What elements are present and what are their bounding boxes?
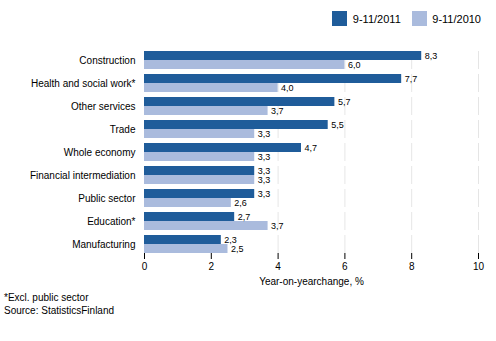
html-text:9-11/2011: 9-11/2011 — [352, 12, 401, 25]
svg-text:Financial intermediation: Financial intermediation — [30, 169, 136, 180]
html-text:Source: StatisticsFinland: Source: StatisticsFinland — [4, 304, 115, 316]
svg-text:4: 4 — [275, 260, 281, 271]
svg-text:Trade: Trade — [110, 123, 136, 134]
svg-text:6,0: 6,0 — [348, 59, 361, 69]
svg-text:3,3: 3,3 — [258, 174, 271, 184]
svg-text:5,7: 5,7 — [338, 96, 351, 106]
svg-text:5,5: 5,5 — [331, 119, 344, 129]
svg-text:2,5: 2,5 — [231, 243, 244, 253]
svg-text:8,3: 8,3 — [425, 50, 438, 60]
svg-text:4,0: 4,0 — [281, 82, 294, 92]
svg-text:Health and social work*: Health and social work* — [31, 77, 136, 88]
svg-text:2,3: 2,3 — [224, 234, 237, 245]
svg-text:Education*: Education* — [87, 215, 135, 226]
svg-text:3,7: 3,7 — [271, 105, 284, 115]
svg-text:10: 10 — [473, 260, 485, 271]
svg-text:Construction: Construction — [79, 54, 135, 65]
html-text:9-11/2010: 9-11/2010 — [432, 12, 481, 25]
svg-text:Whole economy: Whole economy — [64, 146, 136, 157]
svg-text:4,7: 4,7 — [304, 142, 317, 152]
svg-text:3,3: 3,3 — [258, 128, 271, 138]
svg-text:2,7: 2,7 — [238, 211, 251, 221]
svg-text:6: 6 — [342, 260, 348, 271]
svg-text:3,3: 3,3 — [257, 165, 271, 176]
svg-text:2: 2 — [209, 260, 215, 271]
svg-text:Public sector: Public sector — [78, 192, 136, 203]
svg-text:3,3: 3,3 — [258, 151, 271, 161]
svg-text:3,3: 3,3 — [258, 188, 271, 198]
svg-text:Other services: Other services — [71, 100, 135, 111]
svg-text:Year-on-yearchange, %: Year-on-yearchange, % — [259, 275, 364, 286]
svg-text:2,6: 2,6 — [234, 197, 247, 207]
svg-text:7,7: 7,7 — [405, 73, 418, 83]
svg-text:3,7: 3,7 — [271, 220, 284, 230]
svg-text:8: 8 — [409, 260, 415, 271]
html-text:*Excl. public sector: *Excl. public sector — [4, 291, 89, 303]
svg-text:0: 0 — [142, 260, 148, 271]
svg-text:Manufacturing: Manufacturing — [72, 238, 135, 249]
